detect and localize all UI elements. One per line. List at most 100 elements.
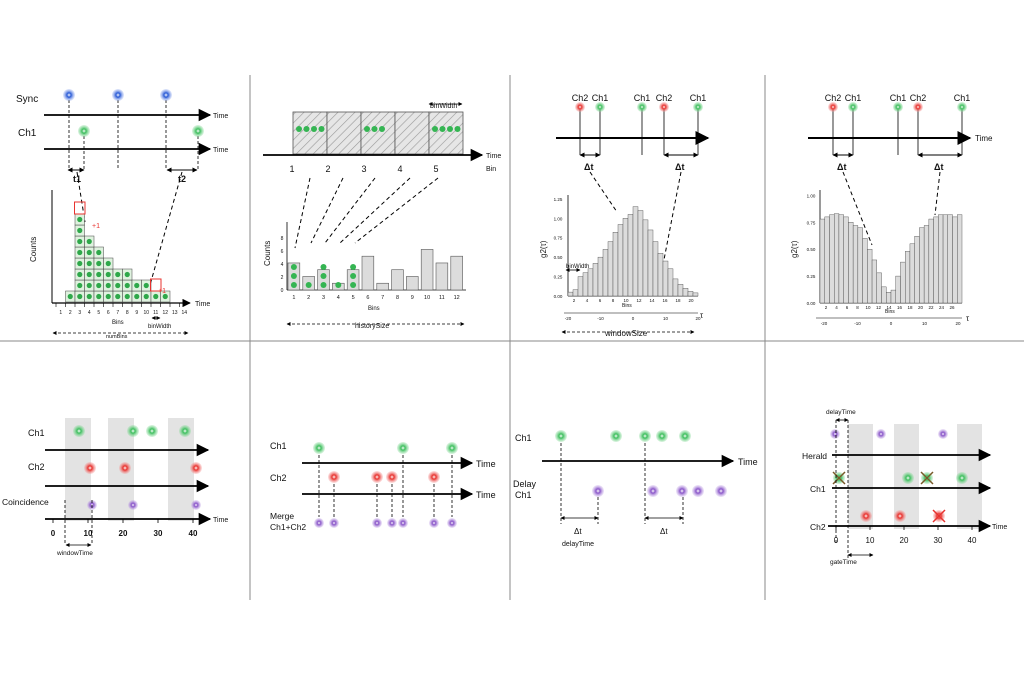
g2-bar bbox=[692, 292, 699, 297]
dt-label-left: Δt bbox=[574, 527, 582, 536]
photon-pulse bbox=[112, 89, 124, 101]
ch1-time-label: Time bbox=[476, 459, 496, 469]
panel-gated-herald: delayTime Herald Ch1 Ch2 Time 0 10 20 30 40 … bbox=[802, 409, 1007, 566]
tick-label: 4 bbox=[281, 262, 284, 268]
time-tick-label: 0 bbox=[834, 536, 839, 545]
photon-pulse bbox=[957, 102, 967, 112]
tick-label: 14 bbox=[649, 298, 655, 303]
photon-pulse bbox=[575, 102, 585, 112]
event-dot bbox=[296, 126, 302, 132]
g2-bar bbox=[657, 253, 664, 297]
g2-bar bbox=[957, 214, 963, 304]
photon-pulse bbox=[387, 518, 397, 528]
count-dot bbox=[96, 260, 102, 267]
g2-bar bbox=[592, 263, 599, 297]
tick-label: -10 bbox=[597, 316, 604, 321]
ch2-label: Ch2 bbox=[28, 462, 45, 472]
plus1-top: +1 bbox=[92, 223, 100, 230]
t1-label: t1 bbox=[73, 174, 81, 184]
bin-map-dash bbox=[294, 177, 311, 249]
g2-bar bbox=[952, 216, 958, 304]
photon-pulse bbox=[429, 518, 439, 528]
g2-bar bbox=[876, 272, 882, 304]
count-dot bbox=[77, 293, 83, 300]
ch1-label: Ch1 bbox=[18, 128, 37, 139]
g2-bar bbox=[602, 249, 609, 297]
g2-bar bbox=[947, 214, 953, 304]
tick-label: 1 bbox=[292, 295, 295, 301]
count-dot bbox=[77, 216, 83, 223]
history-bin-label: 5 bbox=[433, 164, 438, 174]
tick-label: 6 bbox=[846, 305, 849, 310]
binwidth-label: binWidth bbox=[566, 264, 589, 270]
history-bin bbox=[360, 111, 396, 155]
photon-pulse bbox=[828, 102, 838, 112]
count-dot bbox=[77, 282, 83, 289]
windowtime-label: windowTime bbox=[56, 550, 93, 557]
g2-bar bbox=[881, 286, 887, 304]
g2-bar bbox=[662, 260, 669, 297]
tick-label: 16 bbox=[662, 298, 668, 303]
photon-pulse bbox=[73, 425, 85, 437]
event-dot bbox=[350, 264, 357, 270]
bins-axis-label: Bins bbox=[885, 309, 895, 315]
event-dot bbox=[290, 264, 297, 270]
channel-label: Ch1 bbox=[890, 93, 907, 103]
tick-label: 10 bbox=[922, 321, 928, 326]
g2-bar bbox=[938, 214, 944, 304]
photon-pulse bbox=[893, 102, 903, 112]
rejected-mark bbox=[932, 509, 946, 523]
photon-pulse bbox=[179, 425, 191, 437]
time-tick-label: 0 bbox=[51, 529, 56, 538]
count-dot bbox=[134, 293, 140, 300]
tick-label: 10 bbox=[623, 298, 629, 303]
history-bin bbox=[428, 111, 464, 155]
t2-dash bbox=[149, 171, 183, 286]
event-dot bbox=[439, 126, 446, 132]
event-dot bbox=[379, 126, 385, 132]
g2-bar bbox=[682, 288, 689, 297]
counts-axis-label: Counts bbox=[263, 241, 272, 266]
photon-pulse bbox=[447, 518, 457, 528]
dt-label-left: Δt bbox=[837, 162, 846, 172]
g2-bar bbox=[622, 218, 629, 297]
count-dot bbox=[162, 293, 168, 300]
panel-correlation-antibunching: Ch2 Ch1 Ch1 Ch2 Ch1 Δt Δt g2(τ) 0.000.250.50… bbox=[539, 93, 710, 338]
g2-bar bbox=[834, 213, 840, 304]
photon-pulse bbox=[656, 430, 668, 442]
event-dot bbox=[320, 264, 327, 270]
tick-label: -10 bbox=[854, 321, 861, 326]
tick-label: 12 bbox=[162, 310, 168, 316]
photon-pulse bbox=[610, 430, 622, 442]
historysize-label: historySize bbox=[355, 323, 389, 330]
g2-bar bbox=[642, 219, 649, 297]
event-dot bbox=[371, 126, 378, 132]
g2-bar bbox=[829, 214, 835, 304]
g2-axis-label: g2(τ) bbox=[790, 240, 799, 258]
dt-label-right: Δt bbox=[660, 527, 668, 536]
photon-pulse bbox=[956, 472, 968, 484]
count-dot bbox=[134, 282, 140, 289]
count-dot bbox=[105, 271, 111, 278]
sync-label: Sync bbox=[16, 94, 38, 105]
g2-bar bbox=[627, 214, 634, 297]
photon-pulse bbox=[328, 471, 340, 483]
tau-label: τ bbox=[700, 311, 704, 320]
time-label: Time bbox=[738, 457, 758, 467]
count-dot bbox=[153, 293, 159, 300]
channel-label: Ch2 bbox=[656, 93, 673, 103]
photon-pulse bbox=[860, 510, 872, 522]
g2-bar bbox=[914, 236, 920, 304]
photon-pulse bbox=[830, 429, 840, 439]
count-dot bbox=[77, 271, 83, 278]
time-tick-label: 40 bbox=[968, 536, 977, 545]
count-bar bbox=[361, 255, 375, 291]
count-dot bbox=[86, 271, 92, 278]
photon-pulse bbox=[595, 102, 605, 112]
tick-label: 3 bbox=[322, 295, 325, 301]
tick-label: 2 bbox=[825, 305, 828, 310]
count-dot bbox=[77, 249, 83, 256]
tick-label: 5 bbox=[352, 295, 355, 301]
count-dot bbox=[124, 282, 130, 289]
tick-label: 0.00 bbox=[554, 294, 563, 299]
